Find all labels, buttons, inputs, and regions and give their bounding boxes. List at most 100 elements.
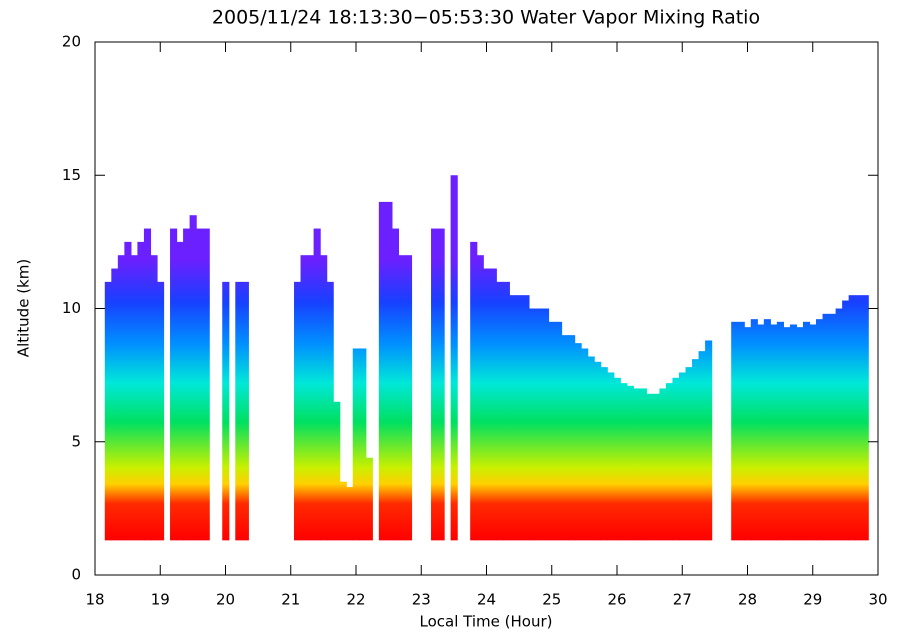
profile-column — [339, 481, 347, 541]
profile-column — [816, 319, 824, 541]
profile-column — [359, 348, 367, 541]
profile-column — [568, 335, 576, 541]
x-tick-label: 28 — [738, 591, 757, 609]
profile-column — [502, 281, 510, 541]
profile-column — [483, 268, 491, 541]
profile-column — [796, 327, 804, 541]
x-tick-label: 22 — [346, 591, 365, 609]
profile-column — [378, 201, 386, 541]
profile-column — [561, 335, 569, 541]
profile-column — [522, 295, 530, 541]
profile-column — [692, 359, 700, 541]
profile-column — [626, 385, 634, 541]
profile-column — [320, 255, 328, 541]
profile-column — [515, 295, 523, 541]
x-tick-label: 21 — [281, 591, 300, 609]
profile-column — [737, 321, 745, 541]
x-tick-label: 30 — [868, 591, 887, 609]
profile-column — [202, 228, 210, 541]
profile-column — [639, 388, 647, 541]
profile-column — [404, 255, 413, 541]
profile-column — [391, 228, 400, 541]
x-tick-label: 23 — [412, 591, 431, 609]
profile-column — [685, 367, 693, 541]
profile-column — [574, 343, 582, 541]
x-tick-label: 20 — [216, 591, 235, 609]
x-tick-label: 27 — [673, 591, 692, 609]
y-tick-label: 20 — [62, 33, 81, 51]
profile-column — [652, 393, 661, 541]
y-tick-label: 0 — [71, 566, 81, 584]
profile-column — [170, 228, 178, 541]
profile-column — [183, 228, 191, 541]
profile-column — [313, 228, 321, 541]
profile-column — [294, 281, 302, 541]
profile-column — [489, 268, 497, 541]
profile-column — [476, 255, 484, 541]
profile-column — [137, 241, 145, 541]
profile-column — [470, 241, 478, 541]
plot-area — [104, 175, 869, 541]
profile-column — [587, 356, 595, 541]
profile-column — [398, 255, 406, 541]
profile-column — [665, 383, 674, 541]
profile-column — [509, 295, 517, 541]
profile-column — [104, 281, 112, 541]
profile-column — [300, 255, 308, 541]
profile-column — [548, 321, 556, 541]
profile-column — [672, 377, 680, 541]
profile-column — [594, 361, 602, 541]
y-tick-label: 5 — [71, 432, 81, 450]
profile-column — [143, 228, 152, 541]
profile-column — [241, 281, 249, 541]
y-axis-label: Altitude (km) — [15, 259, 33, 357]
x-tick-label: 19 — [151, 591, 170, 609]
profile-column — [176, 241, 184, 541]
x-tick-label: 18 — [85, 591, 104, 609]
profile-column — [528, 308, 537, 541]
profile-column — [431, 228, 439, 541]
y-tick-label: 15 — [62, 166, 81, 184]
profile-column — [117, 255, 125, 541]
profile-column — [757, 324, 765, 541]
profile-column — [659, 388, 667, 541]
profile-column — [855, 295, 863, 541]
profile-column — [789, 324, 798, 541]
profile-column — [111, 268, 119, 541]
x-tick-label: 25 — [542, 591, 561, 609]
profile-column — [496, 281, 504, 541]
profile-column — [607, 372, 615, 541]
profile-column — [770, 324, 778, 541]
y-tick-label: 10 — [62, 299, 81, 317]
profile-column — [744, 327, 752, 541]
profile-column — [156, 281, 165, 541]
profile-column — [385, 201, 393, 541]
profile-column — [555, 321, 563, 541]
profile-column — [307, 255, 315, 541]
profile-column — [346, 487, 354, 541]
profile-column — [235, 281, 243, 541]
profile-column — [326, 281, 334, 541]
profile-column — [698, 351, 706, 541]
profile-column — [633, 388, 641, 541]
profile-column — [222, 281, 230, 541]
x-tick-label: 26 — [607, 591, 626, 609]
profile-column — [150, 255, 158, 541]
profile-column — [848, 295, 856, 541]
profile-column — [776, 321, 784, 541]
profile-column — [130, 255, 139, 541]
profile-column — [705, 340, 713, 541]
profile-column — [835, 308, 843, 541]
profile-column — [678, 372, 687, 541]
profile-column — [613, 377, 621, 541]
profile-column — [437, 228, 445, 541]
profile-column — [333, 401, 341, 541]
profile-column — [196, 228, 204, 541]
profile-column — [802, 321, 811, 541]
profile-column — [731, 321, 739, 541]
profile-column — [829, 313, 837, 541]
profile-column — [822, 313, 830, 541]
profile-column — [541, 308, 550, 541]
profile-column — [450, 175, 458, 541]
